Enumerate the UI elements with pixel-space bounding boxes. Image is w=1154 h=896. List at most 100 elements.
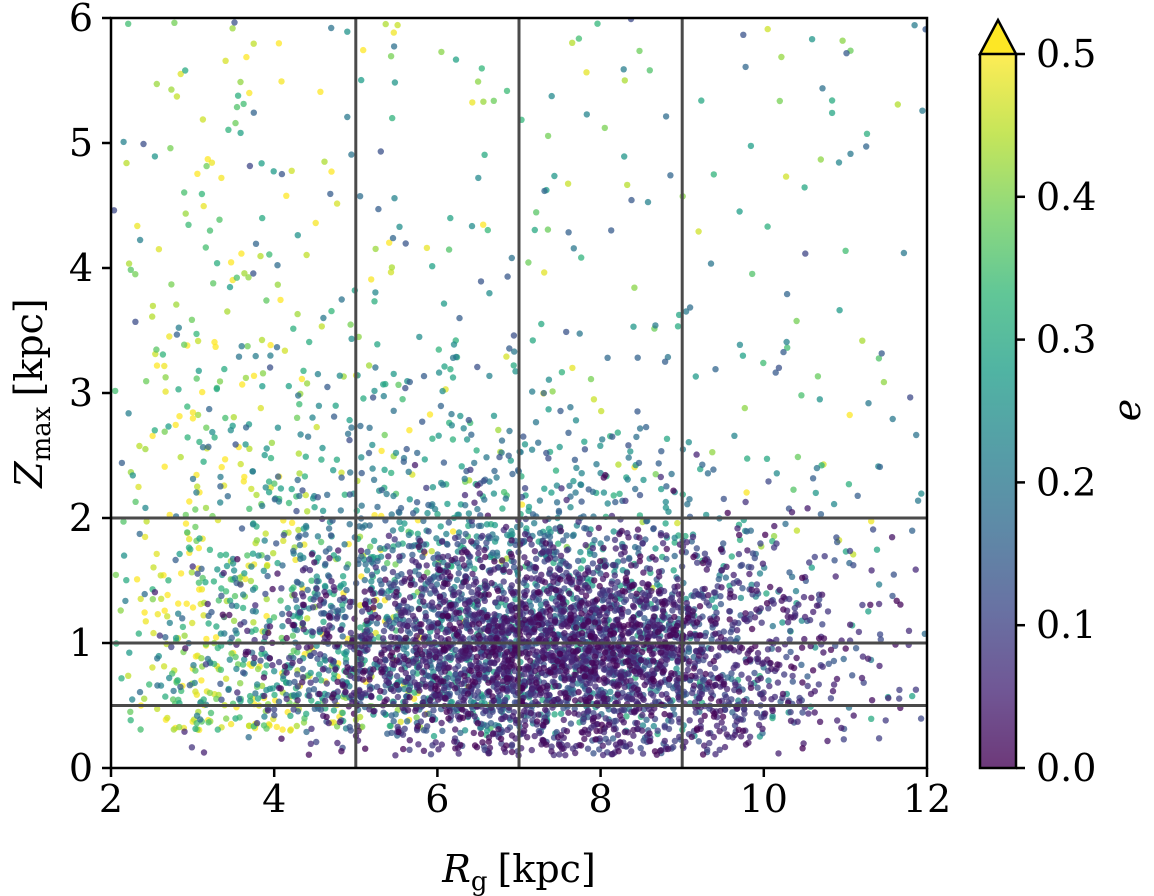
scatter-point — [297, 431, 304, 438]
scatter-point — [277, 597, 284, 604]
scatter-point — [445, 246, 453, 253]
scatter-point — [141, 609, 148, 616]
scatter-point — [665, 508, 672, 515]
scatter-point — [262, 484, 269, 491]
scatter-point — [242, 441, 249, 448]
scatter-point — [171, 19, 178, 26]
scatter-point — [226, 283, 234, 291]
scatter-point — [257, 404, 264, 412]
scatter-point — [271, 668, 278, 675]
scatter-point — [289, 632, 297, 639]
scatter-point — [375, 205, 382, 213]
scatter-point — [285, 617, 292, 625]
scatter-point — [572, 489, 579, 496]
scatter-point — [348, 424, 355, 431]
scatter-point — [710, 171, 717, 178]
scatter-point — [717, 600, 725, 608]
scatter-point — [882, 717, 889, 724]
scatter-point — [528, 541, 535, 548]
scatter-point — [333, 456, 341, 463]
scatter-point — [175, 600, 182, 607]
scatter-point — [833, 675, 841, 683]
scatter-point — [294, 579, 301, 586]
scatter-point — [275, 698, 283, 705]
scatter-point — [486, 372, 493, 380]
scatter-point — [342, 613, 349, 621]
scatter-point — [481, 151, 488, 158]
scatter-point — [451, 738, 458, 745]
scatter-point — [382, 20, 389, 28]
scatter-point — [531, 520, 538, 527]
scatter-point — [328, 307, 335, 315]
scatter-point — [161, 362, 168, 370]
scatter-point — [123, 577, 130, 584]
scatter-point — [208, 159, 216, 166]
scatter-point — [439, 553, 447, 561]
scatter-point — [567, 720, 575, 727]
scatter-point — [686, 304, 694, 311]
scatter-point — [632, 485, 639, 493]
scatter-point — [909, 527, 916, 534]
scatter-point — [546, 612, 554, 619]
scatter-point — [162, 693, 169, 700]
scatter-point — [411, 689, 418, 696]
scatter-point — [181, 728, 188, 735]
scatter-point — [240, 669, 247, 676]
scatter-point — [388, 264, 396, 271]
scatter-point — [521, 485, 529, 492]
scatter-point — [232, 119, 239, 127]
scatter-point — [364, 548, 371, 555]
scatter-point — [481, 582, 489, 589]
scatter-point — [242, 424, 250, 431]
scatter-point — [637, 634, 645, 641]
scatter-point — [551, 172, 558, 180]
scatter-point — [744, 650, 751, 657]
scatter-point — [296, 608, 304, 616]
scatter-point — [811, 553, 818, 561]
scatter-point — [193, 489, 200, 496]
scatter-point — [608, 580, 615, 587]
scatter-point — [320, 618, 327, 625]
scatter-point — [142, 504, 149, 512]
scatter-point — [485, 750, 492, 757]
scatter-point — [429, 435, 436, 442]
scatter-point — [789, 678, 796, 685]
scatter-point — [216, 378, 224, 385]
scatter-point — [787, 717, 795, 724]
scatter-point — [313, 585, 320, 592]
scatter-point — [294, 649, 301, 656]
scatter-point — [369, 394, 377, 401]
scatter-point — [815, 681, 822, 688]
scatter-point — [475, 174, 482, 182]
scatter-point — [218, 174, 225, 182]
scatter-point — [609, 735, 617, 742]
scatter-point — [198, 655, 205, 662]
scatter-point — [249, 468, 257, 475]
scatter-point — [623, 569, 631, 576]
scatter-point — [479, 532, 486, 540]
scatter-point — [170, 726, 177, 733]
scatter-point — [569, 364, 576, 372]
scatter-point — [652, 545, 659, 552]
scatter-point — [210, 578, 218, 585]
scatter-point — [257, 252, 264, 260]
scatter-point — [206, 689, 214, 697]
scatter-point — [502, 495, 509, 502]
scatter-point — [502, 523, 510, 531]
scatter-point — [440, 598, 447, 606]
scatter-point — [306, 692, 313, 699]
scatter-point — [604, 354, 611, 361]
scatter-point — [318, 456, 325, 463]
scatter-point — [196, 438, 203, 446]
scatter-point — [601, 679, 608, 687]
scatter-point — [391, 195, 398, 202]
scatter-point — [537, 601, 545, 608]
scatter-point — [195, 579, 203, 586]
scatter-point — [545, 455, 552, 462]
scatter-point — [405, 686, 413, 694]
scatter-point — [175, 324, 182, 331]
scatter-point — [532, 419, 540, 426]
scatter-point — [532, 555, 540, 562]
scatter-point — [744, 455, 751, 462]
scatter-point — [912, 566, 919, 573]
